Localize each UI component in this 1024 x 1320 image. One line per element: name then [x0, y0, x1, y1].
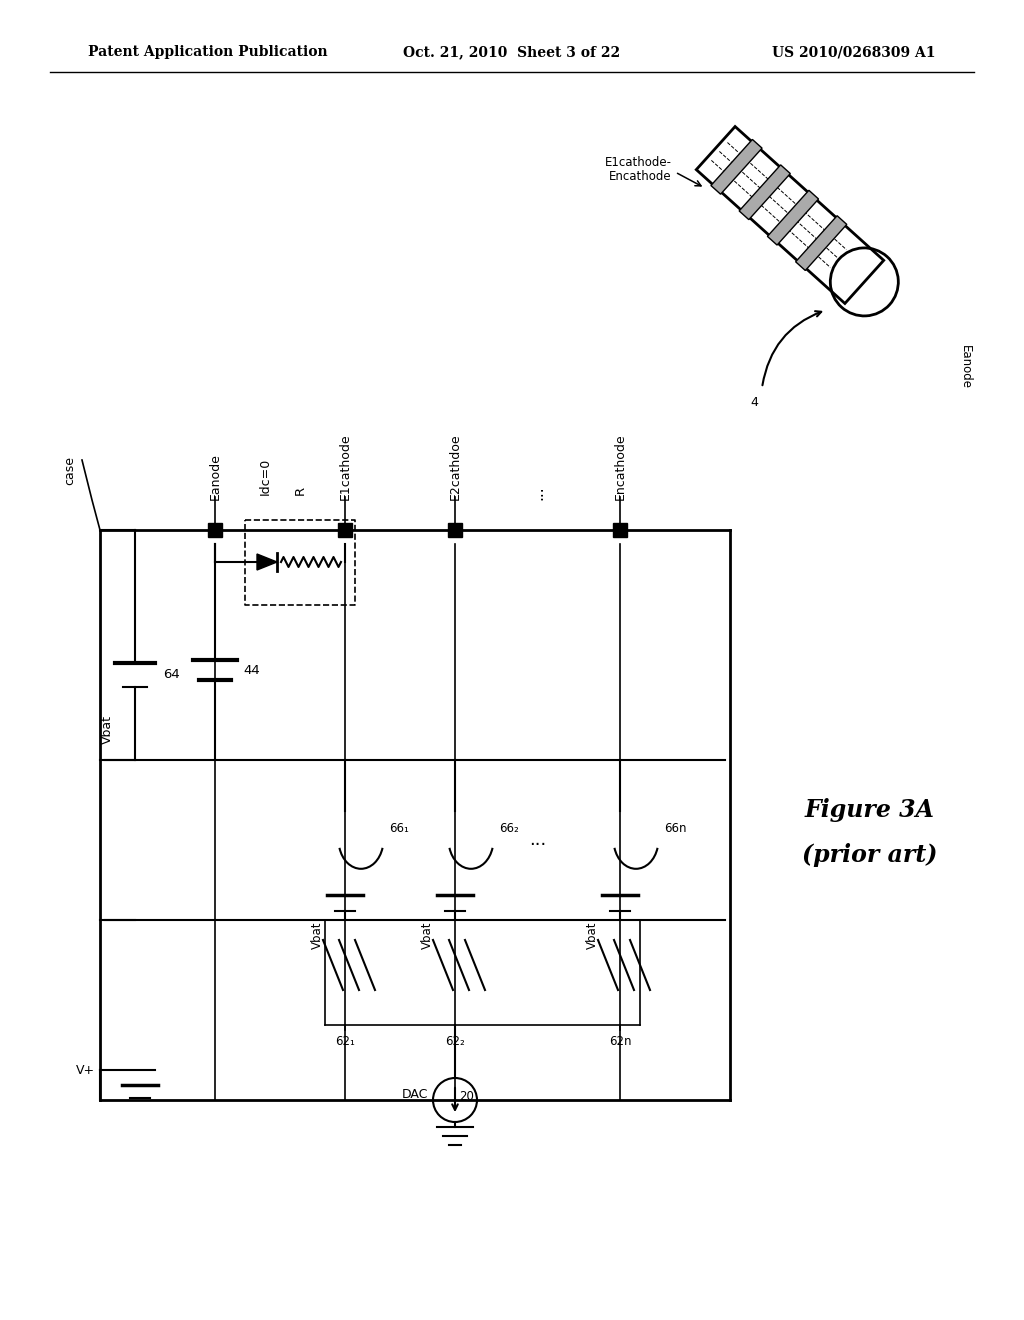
Text: Encathode: Encathode [609, 170, 672, 183]
Text: Oct. 21, 2010  Sheet 3 of 22: Oct. 21, 2010 Sheet 3 of 22 [403, 45, 621, 59]
Text: Vbat: Vbat [310, 921, 324, 949]
Text: Vbat: Vbat [586, 921, 598, 949]
Text: 62n: 62n [608, 1035, 631, 1048]
Text: Figure 3A: Figure 3A [805, 799, 935, 822]
Text: 66₂: 66₂ [499, 821, 519, 834]
Text: 20: 20 [459, 1089, 474, 1102]
Text: Vbat: Vbat [421, 921, 433, 949]
Text: case: case [63, 455, 77, 484]
Text: ...: ... [530, 486, 546, 500]
Text: 64: 64 [163, 668, 180, 681]
Polygon shape [711, 140, 762, 194]
Text: E2cathdoe: E2cathdoe [449, 433, 462, 500]
Text: ...: ... [529, 832, 547, 849]
Text: Idc=0: Idc=0 [258, 458, 271, 495]
Text: US 2010/0268309 A1: US 2010/0268309 A1 [772, 45, 936, 59]
Text: V+: V+ [76, 1064, 95, 1077]
Text: (prior art): (prior art) [803, 843, 938, 867]
Bar [613, 523, 627, 537]
Text: 62₁: 62₁ [335, 1035, 355, 1048]
Text: 4: 4 [750, 396, 758, 409]
Text: 66n: 66n [664, 821, 686, 834]
Text: Patent Application Publication: Patent Application Publication [88, 45, 328, 59]
Text: Encathode: Encathode [613, 433, 627, 500]
Bar [449, 523, 462, 537]
Text: Vbat: Vbat [100, 715, 114, 744]
Text: Eanode: Eanode [958, 345, 972, 389]
Text: DAC: DAC [401, 1089, 428, 1101]
Text: 66₁: 66₁ [389, 821, 409, 834]
Bar [338, 523, 352, 537]
Text: 62₂: 62₂ [445, 1035, 465, 1048]
Polygon shape [767, 190, 818, 246]
Polygon shape [257, 554, 278, 570]
Text: 44: 44 [243, 664, 260, 676]
Polygon shape [796, 215, 847, 271]
Bar [208, 523, 222, 537]
Text: E1cathode-: E1cathode- [605, 156, 672, 169]
Text: E1cathode: E1cathode [339, 433, 351, 500]
Text: R: R [294, 486, 306, 495]
Polygon shape [739, 165, 791, 219]
Text: Eanode: Eanode [209, 453, 221, 500]
